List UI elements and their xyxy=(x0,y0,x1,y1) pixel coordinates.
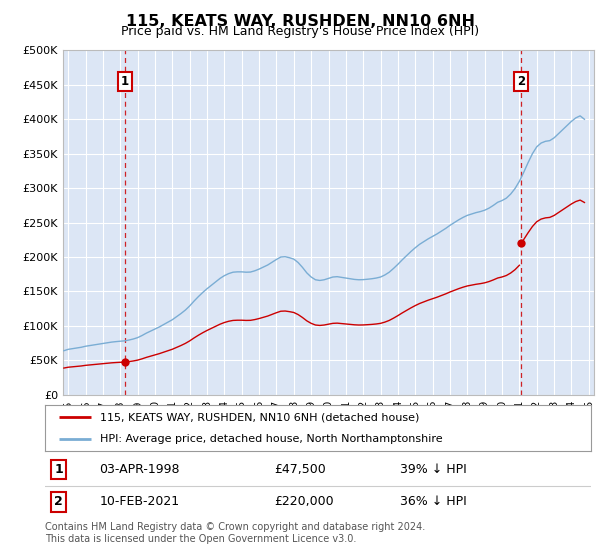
Text: 1: 1 xyxy=(121,75,128,88)
Text: 2: 2 xyxy=(54,496,63,508)
Text: 115, KEATS WAY, RUSHDEN, NN10 6NH (detached house): 115, KEATS WAY, RUSHDEN, NN10 6NH (detac… xyxy=(100,412,419,422)
Text: HPI: Average price, detached house, North Northamptonshire: HPI: Average price, detached house, Nort… xyxy=(100,435,442,444)
Text: 03-APR-1998: 03-APR-1998 xyxy=(100,463,180,476)
Text: 115, KEATS WAY, RUSHDEN, NN10 6NH: 115, KEATS WAY, RUSHDEN, NN10 6NH xyxy=(125,14,475,29)
Text: 36% ↓ HPI: 36% ↓ HPI xyxy=(400,496,467,508)
Text: 1: 1 xyxy=(54,463,63,476)
Text: £220,000: £220,000 xyxy=(274,496,334,508)
Text: 39% ↓ HPI: 39% ↓ HPI xyxy=(400,463,467,476)
Text: 2: 2 xyxy=(517,75,525,88)
Text: 10-FEB-2021: 10-FEB-2021 xyxy=(100,496,180,508)
Text: Contains HM Land Registry data © Crown copyright and database right 2024.
This d: Contains HM Land Registry data © Crown c… xyxy=(45,522,425,544)
Text: £47,500: £47,500 xyxy=(274,463,326,476)
Text: Price paid vs. HM Land Registry's House Price Index (HPI): Price paid vs. HM Land Registry's House … xyxy=(121,25,479,38)
